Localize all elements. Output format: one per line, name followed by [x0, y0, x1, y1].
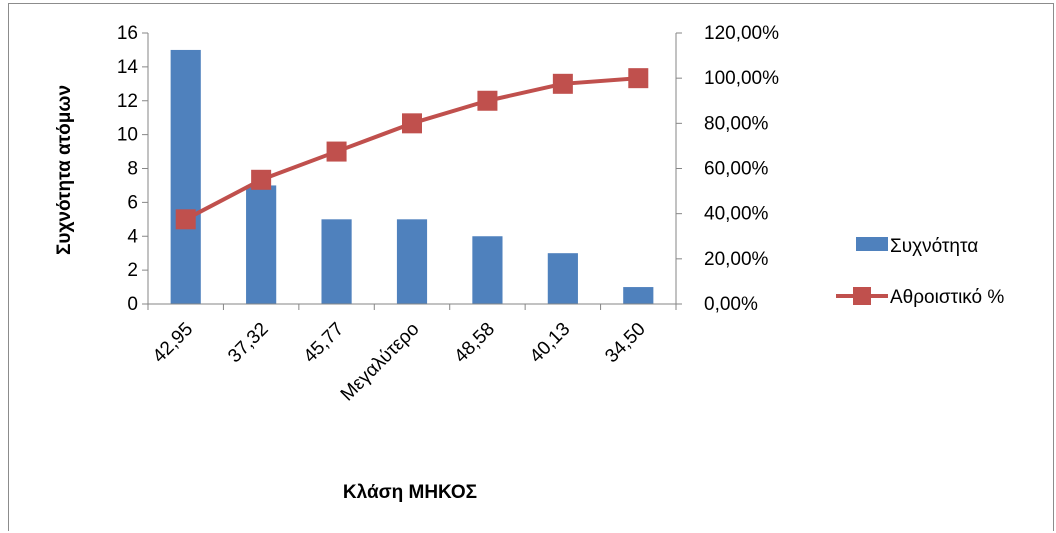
right-tick-label: 80,00%	[704, 113, 769, 134]
left-tick-label: 2	[127, 260, 138, 281]
left-tick-label: 6	[127, 192, 138, 213]
legend-bar-label: Συχνότητα	[890, 236, 978, 257]
legend-line-label: Αθροιστικό %	[890, 287, 1004, 308]
legend: Συχνότητα Αθροιστικό %	[836, 236, 1004, 308]
right-tick-label: 60,00%	[704, 159, 769, 180]
left-tick-label: 4	[127, 226, 138, 247]
left-tick-label: 0	[127, 294, 138, 315]
right-tick-label: 100,00%	[704, 68, 779, 89]
line-marker	[402, 113, 422, 134]
bar	[321, 219, 352, 304]
left-tick-label: 10	[117, 125, 138, 146]
x-tick-label: 34,50	[601, 319, 649, 367]
left-tick-label: 12	[117, 91, 138, 112]
right-tick-label: 120,00%	[704, 23, 779, 44]
left-axis-ticks: 0 2 4 6 8 10 12 14 16	[117, 23, 148, 315]
legend-bar-swatch	[856, 237, 888, 251]
line-marker	[552, 73, 573, 94]
bar	[246, 185, 277, 304]
left-tick-label: 8	[127, 159, 138, 180]
cumulative-line-series	[175, 68, 649, 230]
x-tick-label: 40,13	[526, 319, 574, 367]
right-tick-label: 0,00%	[704, 294, 758, 315]
left-tick-label: 14	[117, 57, 139, 78]
bar	[623, 287, 654, 304]
legend-line-marker	[853, 287, 871, 305]
bar-series	[170, 49, 654, 304]
line-marker	[477, 90, 498, 111]
left-tick-label: 16	[117, 23, 138, 44]
bar	[170, 49, 201, 304]
x-tick-label: 45,77	[300, 319, 348, 367]
x-tick-label: Μεγαλύτερο	[337, 319, 424, 406]
bar	[396, 219, 428, 304]
line-marker	[251, 169, 272, 190]
x-axis-title: Κλάση ΜΗΚΟΣ	[343, 482, 477, 503]
line-marker	[175, 209, 196, 230]
line-marker	[326, 141, 347, 162]
right-tick-label: 20,00%	[704, 249, 769, 270]
bar	[547, 253, 578, 304]
x-tick-label: 37,32	[224, 319, 272, 367]
x-tick-label: 42,95	[149, 319, 197, 367]
right-tick-label: 40,00%	[704, 204, 769, 225]
line-marker	[628, 68, 649, 89]
right-axis-ticks: 0,00% 20,00% 40,00% 60,00% 80,00% 100,00% 120,…	[676, 23, 779, 315]
bar	[472, 236, 503, 304]
x-tick-label: 48,58	[450, 319, 498, 367]
y-axis-title: Συχνότητα ατόμων	[54, 85, 75, 255]
